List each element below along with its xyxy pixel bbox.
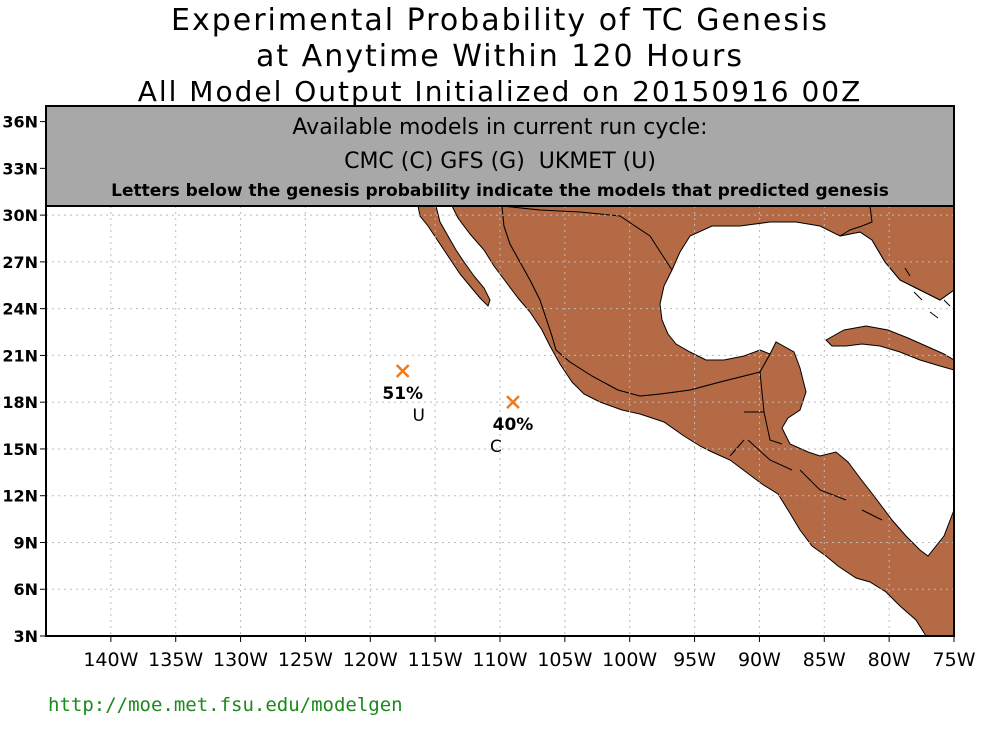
country-borders (501, 205, 883, 521)
genesis-marker: 51%U (382, 364, 425, 426)
lon-tick-label: 110W (472, 649, 527, 671)
lon-tick-label: 75W (933, 649, 976, 671)
lat-tick-label: 6N (13, 580, 38, 599)
lat-tick-label: 33N (2, 159, 38, 178)
land-layer (417, 205, 954, 636)
lat-tick-label: 15N (2, 440, 38, 459)
lon-tick-label: 120W (343, 649, 398, 671)
genesis-model-letters: C (490, 437, 502, 457)
latitude-axis: 3N 6N 9N 12N 15N 18N 21N 24N 27N 30N 33N 36N (2, 113, 46, 646)
footer-url[interactable]: http://moe.met.fsu.edu/modelgen (48, 694, 403, 716)
land-bahamas (904, 267, 951, 319)
lon-tick-label: 135W (148, 649, 203, 671)
lat-tick-label: 9N (13, 533, 38, 552)
lon-tick-label: 130W (213, 649, 268, 671)
info-box: Available models in current run cycle: C… (45, 105, 955, 207)
genesis-probability-label: 51% (382, 384, 423, 404)
lon-tick-label: 85W (803, 649, 846, 671)
genesis-marker: 40%C (490, 395, 534, 457)
lat-tick-label: 3N (13, 627, 38, 646)
land-baja-california (417, 205, 491, 307)
lon-tick-label: 125W (278, 649, 333, 671)
lon-tick-label: 140W (83, 649, 138, 671)
genesis-markers: 51%U 40%C (382, 364, 534, 457)
lat-tick-label: 21N (2, 346, 38, 365)
longitude-axis: 140W 135W 130W 125W 120W 115W 110W 105W 100W 95W 9… (83, 636, 976, 671)
info-box-heading: Available models in current run cycle: (292, 115, 707, 140)
map-grid (46, 206, 955, 636)
lat-tick-label: 12N (2, 487, 38, 506)
title-line-2: at Anytime Within 120 Hours (256, 39, 744, 74)
genesis-x-icon (506, 395, 520, 410)
title-line-3: All Model Output Initialized on 20150916… (137, 75, 863, 108)
info-box-note: Letters below the genesis probability in… (111, 181, 889, 201)
lat-tick-label: 36N (2, 113, 38, 132)
land-florida (839, 205, 954, 301)
lat-tick-label: 24N (2, 300, 38, 319)
genesis-probability-label: 40% (493, 415, 534, 435)
lon-tick-label: 90W (738, 649, 781, 671)
genesis-x-icon (395, 364, 410, 378)
info-box-models: CMC (C) GFS (G) UKMET (U) (344, 149, 656, 174)
lat-tick-label: 27N (2, 253, 38, 272)
lon-tick-label: 80W (868, 649, 911, 671)
land-cuba (825, 325, 954, 371)
lon-tick-label: 105W (537, 649, 592, 671)
title-line-1: Experimental Probability of TC Genesis (171, 3, 829, 38)
genesis-model-letters: U (412, 406, 424, 426)
lat-tick-label: 30N (2, 206, 38, 225)
lon-tick-label: 100W (602, 649, 657, 671)
lat-tick-label: 18N (2, 393, 38, 412)
lon-tick-label: 95W (673, 649, 716, 671)
lon-tick-label: 115W (408, 649, 463, 671)
